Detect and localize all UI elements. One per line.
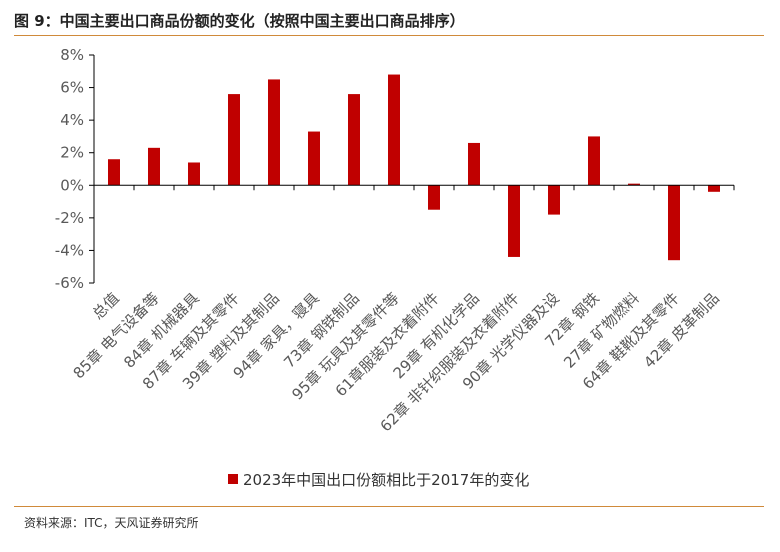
legend-label: 2023年中国出口份额相比于2017年的变化 <box>243 470 530 489</box>
y-tick-label: 2% <box>60 144 84 162</box>
bar <box>468 142 480 186</box>
bar <box>548 185 560 215</box>
title-divider <box>14 35 764 36</box>
x-tick-label: 总值 <box>89 289 123 323</box>
bar <box>228 94 240 186</box>
figure-title: 图 9：中国主要出口商品份额的变化（按照中国主要出口商品排序） <box>14 12 465 30</box>
bar <box>268 79 280 186</box>
y-tick-label: -6% <box>55 274 84 292</box>
bar <box>628 183 640 186</box>
bar <box>588 136 600 186</box>
bar <box>708 185 720 192</box>
y-tick-label: 0% <box>60 176 84 194</box>
y-tick-label: -4% <box>55 241 84 259</box>
legend-swatch <box>228 474 238 484</box>
y-tick-label: -2% <box>55 209 84 227</box>
bar <box>148 147 160 186</box>
bar <box>388 74 400 186</box>
bar <box>428 185 440 210</box>
footer-divider <box>14 506 764 507</box>
chart-legend: 2023年中国出口份额相比于2017年的变化 <box>228 469 529 489</box>
bar <box>108 159 120 186</box>
bar <box>668 185 680 261</box>
bar <box>188 162 200 186</box>
y-tick-label: 8% <box>60 46 84 64</box>
bar <box>348 94 360 186</box>
y-tick-label: 4% <box>60 111 84 129</box>
y-tick-label: 6% <box>60 79 84 97</box>
bar <box>308 131 320 186</box>
bar <box>508 185 520 257</box>
figure-source: 资料来源：ITC，天风证券研究所 <box>24 516 199 530</box>
